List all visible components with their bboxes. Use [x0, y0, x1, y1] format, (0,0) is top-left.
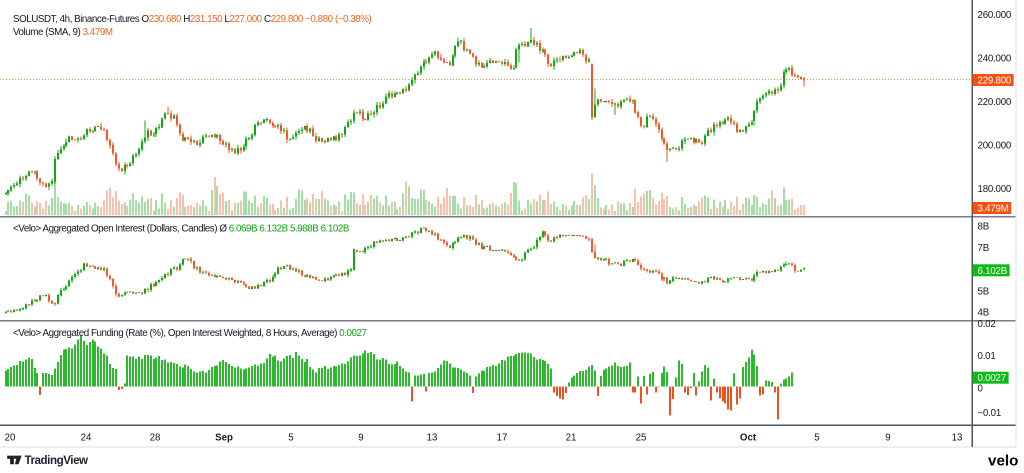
svg-text:3.479M: 3.479M [978, 204, 1009, 215]
svg-text:13: 13 [427, 433, 438, 444]
svg-text:<Velo> Aggregated Open Interes: <Velo> Aggregated Open Interest (Dollars… [13, 224, 350, 235]
svg-text:8B: 8B [978, 222, 989, 233]
svg-text:180.000: 180.000 [978, 184, 1012, 195]
svg-text:24: 24 [81, 433, 92, 444]
svg-text:5: 5 [814, 433, 819, 444]
svg-text:9: 9 [358, 433, 363, 444]
svg-text:0.02: 0.02 [978, 319, 996, 330]
svg-text:Sep: Sep [215, 433, 233, 444]
svg-text:SOLUSDT, 4h, Binance-Futures: SOLUSDT, 4h, Binance-Futures O230.680 H2… [13, 14, 372, 25]
svg-text:4B: 4B [978, 308, 989, 319]
svg-text:28: 28 [150, 433, 161, 444]
svg-text:TradingView: TradingView [25, 454, 90, 467]
svg-text:−0.01: −0.01 [978, 408, 1002, 419]
svg-text:Oct: Oct [740, 433, 757, 444]
svg-text:0.01: 0.01 [978, 351, 996, 362]
svg-text:25: 25 [636, 433, 647, 444]
svg-text:<Velo> Aggregated Funding (Rat: <Velo> Aggregated Funding (Rate (%), Ope… [13, 328, 367, 339]
svg-text:velo: velo [988, 452, 1018, 469]
svg-text:20: 20 [5, 433, 16, 444]
svg-text:6.102B: 6.102B [978, 266, 1008, 277]
svg-text:7B: 7B [978, 243, 989, 254]
svg-text:229.800: 229.800 [978, 76, 1012, 87]
svg-text:260.000: 260.000 [978, 10, 1012, 21]
svg-text:220.000: 220.000 [978, 97, 1012, 108]
svg-text:5B: 5B [978, 287, 989, 298]
svg-text:0.0027: 0.0027 [978, 373, 1006, 384]
svg-text:240.000: 240.000 [978, 53, 1012, 64]
svg-text:0: 0 [978, 383, 984, 394]
svg-text:5: 5 [288, 433, 293, 444]
svg-text:9: 9 [885, 433, 890, 444]
svg-text:21: 21 [566, 433, 577, 444]
svg-text:200.000: 200.000 [978, 140, 1012, 151]
svg-text:13: 13 [952, 433, 963, 444]
svg-text:Volume (SMA, 9) 3.479M: Volume (SMA, 9) 3.479M [13, 27, 113, 38]
svg-text:17: 17 [497, 433, 508, 444]
